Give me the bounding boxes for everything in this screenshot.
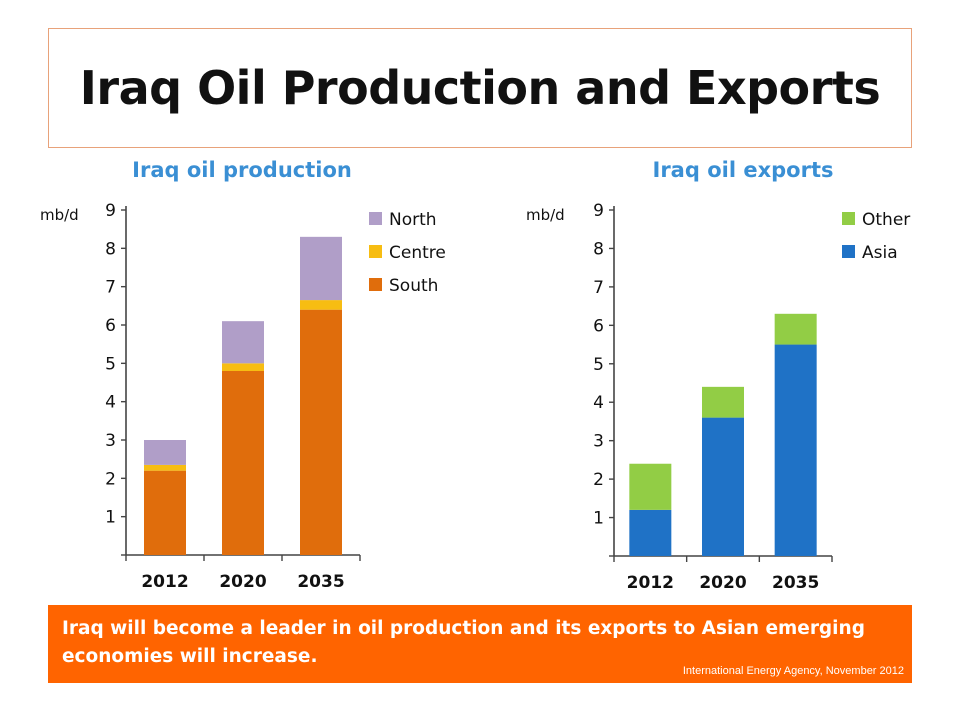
chart-1-y-tick-label: 2 <box>593 470 604 490</box>
chart-0-bar-south-2012 <box>144 470 186 555</box>
chart-1-x-tick-label: 2020 <box>699 573 746 593</box>
chart-0-y-unit-label: mb/d <box>40 206 79 224</box>
chart-0-legend-swatch-north <box>369 212 382 225</box>
chart-0-title: Iraq oil production <box>132 158 352 182</box>
chart-1-y-tick-label: 9 <box>593 201 604 221</box>
chart-0-bar-centre-2012 <box>144 464 186 471</box>
chart-1-y-unit-label: mb/d <box>526 206 565 224</box>
production-chart: Iraq oil production mb/d 1 2 3 4 5 6 7 8 9 2012 2020… <box>40 158 446 592</box>
chart-1-bar-other-2035 <box>774 313 817 345</box>
chart-0-y-tick-label: 5 <box>105 354 116 374</box>
slide-title-box: Iraq Oil Production and Exports <box>48 28 912 148</box>
chart-0-bar-north-2020 <box>222 321 264 364</box>
source-note: International Energy Agency, November 20… <box>682 665 904 677</box>
chart-0-x-tick-label: 2035 <box>297 572 344 592</box>
chart-1-y-tick-label: 8 <box>593 239 604 259</box>
caption-banner: Iraq will become a leader in oil product… <box>48 605 912 683</box>
chart-0-bar-centre-2020 <box>222 363 264 371</box>
chart-0-bar-north-2012 <box>144 440 186 465</box>
chart-1-y-tick-label: 7 <box>593 278 604 298</box>
chart-0-bar-south-2035 <box>300 309 342 555</box>
chart-1-legend-label-other: Other <box>862 210 910 230</box>
chart-0-bar-north-2035 <box>300 236 342 301</box>
chart-0-x-tick-label: 2012 <box>141 572 188 592</box>
chart-0-x-tick-label: 2020 <box>219 572 266 592</box>
chart-0-y-tick-label: 1 <box>105 508 116 528</box>
chart-0-y-tick-label: 6 <box>105 316 116 336</box>
chart-0-y-tick-label: 4 <box>105 393 116 413</box>
caption-text: Iraq will become a leader in oil product… <box>62 618 865 667</box>
chart-1-y-tick-label: 4 <box>593 393 604 413</box>
chart-1-y-tick-label: 1 <box>593 509 604 529</box>
chart-0-bar-centre-2035 <box>300 300 342 310</box>
chart-1-legend-swatch-asia <box>842 245 855 258</box>
chart-0-bar-south-2020 <box>222 371 264 555</box>
chart-1-bar-other-2020 <box>702 386 744 418</box>
chart-1-x-tick-label: 2012 <box>627 573 674 593</box>
chart-1-y-tick-label: 3 <box>593 432 604 452</box>
chart-0-y-tick-label: 9 <box>105 201 116 221</box>
chart-0-legend-label-south: South <box>389 276 438 296</box>
chart-1-bar-other-2012 <box>629 463 672 510</box>
chart-0-y-tick-label: 2 <box>105 469 116 489</box>
chart-1-legend-swatch-other <box>842 212 855 225</box>
slide-title: Iraq Oil Production and Exports <box>79 61 881 115</box>
chart-1-title: Iraq oil exports <box>653 158 834 182</box>
chart-0-y-tick-label: 7 <box>105 278 116 298</box>
chart-1-y-tick-label: 6 <box>593 316 604 336</box>
chart-0-legend-swatch-south <box>369 278 382 291</box>
exports-chart: Iraq oil exports mb/d 1 2 3 4 5 6 7 8 9 2012 2020 203… <box>526 158 910 593</box>
chart-1-x-tick-label: 2035 <box>772 573 819 593</box>
chart-0-y-tick-label: 8 <box>105 239 116 259</box>
chart-0-y-tick-label: 3 <box>105 431 116 451</box>
chart-1-legend-label-asia: Asia <box>862 243 898 263</box>
chart-1-y-tick-label: 5 <box>593 355 604 375</box>
chart-1-bar-asia-2012 <box>629 509 672 556</box>
chart-0-legend-label-centre: Centre <box>389 243 446 263</box>
chart-0-legend-swatch-centre <box>369 245 382 258</box>
chart-0-legend-label-north: North <box>389 210 437 230</box>
chart-1-bar-asia-2035 <box>774 344 817 556</box>
chart-1-bar-asia-2020 <box>702 417 744 556</box>
